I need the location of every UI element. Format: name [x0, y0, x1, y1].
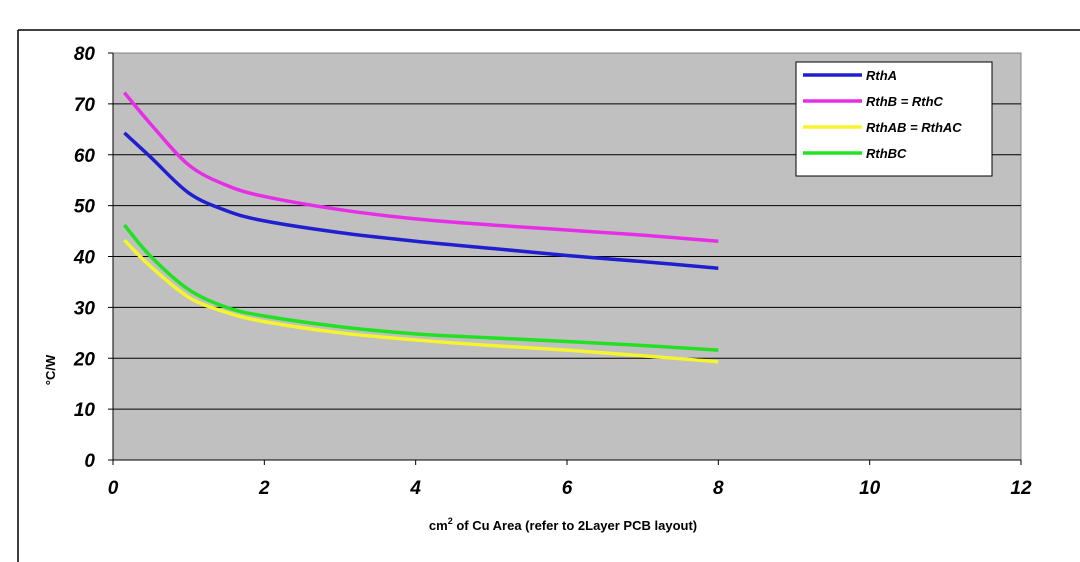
y-tick-label-20: 20 [73, 349, 96, 370]
y-tick-label-0: 0 [84, 451, 95, 472]
legend: RthA RthB = RthC RthAB = RthAC RthBC [795, 61, 993, 177]
y-tick-label-70: 70 [74, 95, 96, 116]
y-axis-title: °C/W [43, 354, 58, 385]
tick-labels: 0 10 20 30 40 50 60 70 80 0 2 4 6 8 10 12 [73, 44, 1032, 499]
series-line-rtha [123, 131, 719, 270]
series-line-rthbc [123, 223, 719, 352]
series-lines [123, 91, 719, 364]
x-tick-label-2: 2 [258, 478, 270, 499]
x-tick-label-6: 6 [562, 478, 573, 499]
y-tick-label-40: 40 [73, 248, 96, 269]
x-axis-title: cm2 of Cu Area (refer to 2Layer PCB layo… [429, 516, 697, 533]
legend-label-rthbc: RthBC [866, 146, 907, 161]
x-axis-title-superscript: 2 [448, 516, 453, 526]
x-tick-label-12: 12 [1010, 478, 1032, 499]
axes [108, 52, 1022, 465]
y-tick-label-30: 30 [74, 298, 96, 319]
x-axis-title-unit: cm [429, 518, 448, 533]
x-tick-label-8: 8 [713, 478, 724, 499]
legend-label-rthb-rthc: RthB = RthC [866, 94, 944, 109]
y-tick-label-50: 50 [74, 197, 96, 218]
x-axis-title-text: of Cu Area (refer to 2Layer PCB layout) [453, 518, 697, 533]
series-line-rthb-rthc [123, 91, 719, 243]
series-line-rthab-rthac [123, 238, 719, 364]
y-tick-label-60: 60 [74, 146, 96, 167]
legend-box [795, 61, 993, 177]
x-tick-label-10: 10 [859, 478, 881, 499]
x-tick-label-0: 0 [108, 478, 119, 499]
y-tick-label-10: 10 [74, 400, 96, 421]
legend-label-rtha: RthA [866, 68, 897, 83]
y-tick-label-80: 80 [74, 44, 96, 65]
x-tick-label-4: 4 [409, 478, 421, 499]
legend-label-rthab-rthac: RthAB = RthAC [866, 120, 962, 135]
